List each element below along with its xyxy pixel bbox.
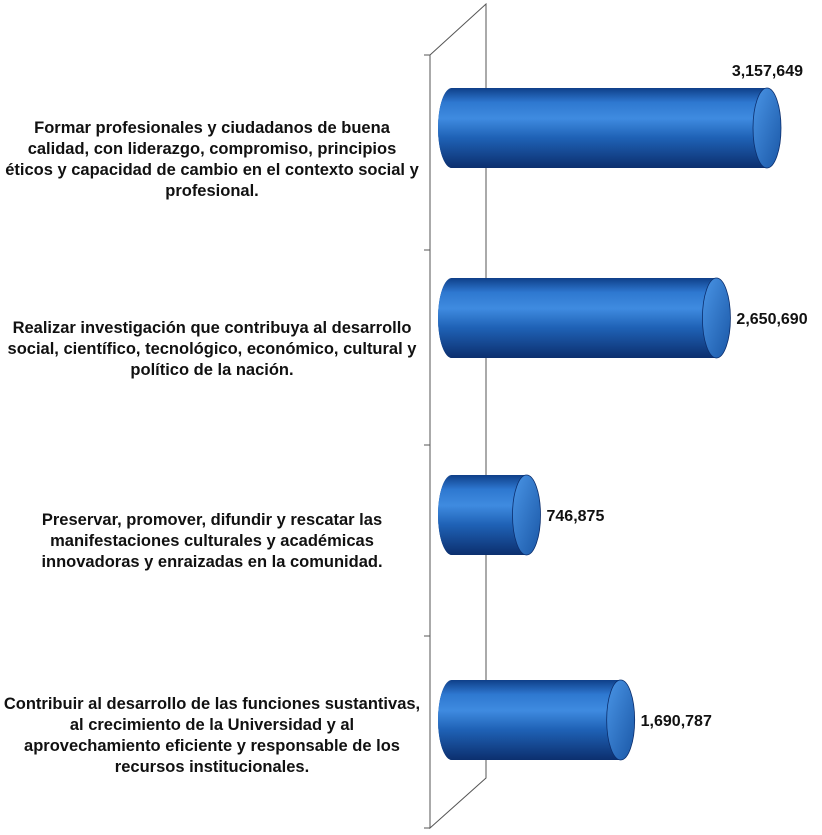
category-label: Contribuir al desarrollo de las funcione… — [3, 695, 421, 776]
data-label: 2,650,690 — [736, 311, 807, 328]
category-label: Formar profesionales y ciudadanos de bue… — [5, 119, 419, 200]
category-label: Preservar, promover, difundir y rescatar… — [41, 511, 383, 571]
bar — [438, 87, 782, 169]
data-label: 3,157,649 — [732, 63, 803, 80]
data-label: 1,690,787 — [641, 713, 712, 730]
data-label: 746,875 — [547, 508, 605, 525]
category-label: Realizar investigación que contribuya al… — [7, 319, 417, 379]
bar — [438, 474, 541, 556]
bar — [438, 679, 636, 761]
bar — [438, 277, 731, 359]
axis-wall — [429, 2, 487, 830]
